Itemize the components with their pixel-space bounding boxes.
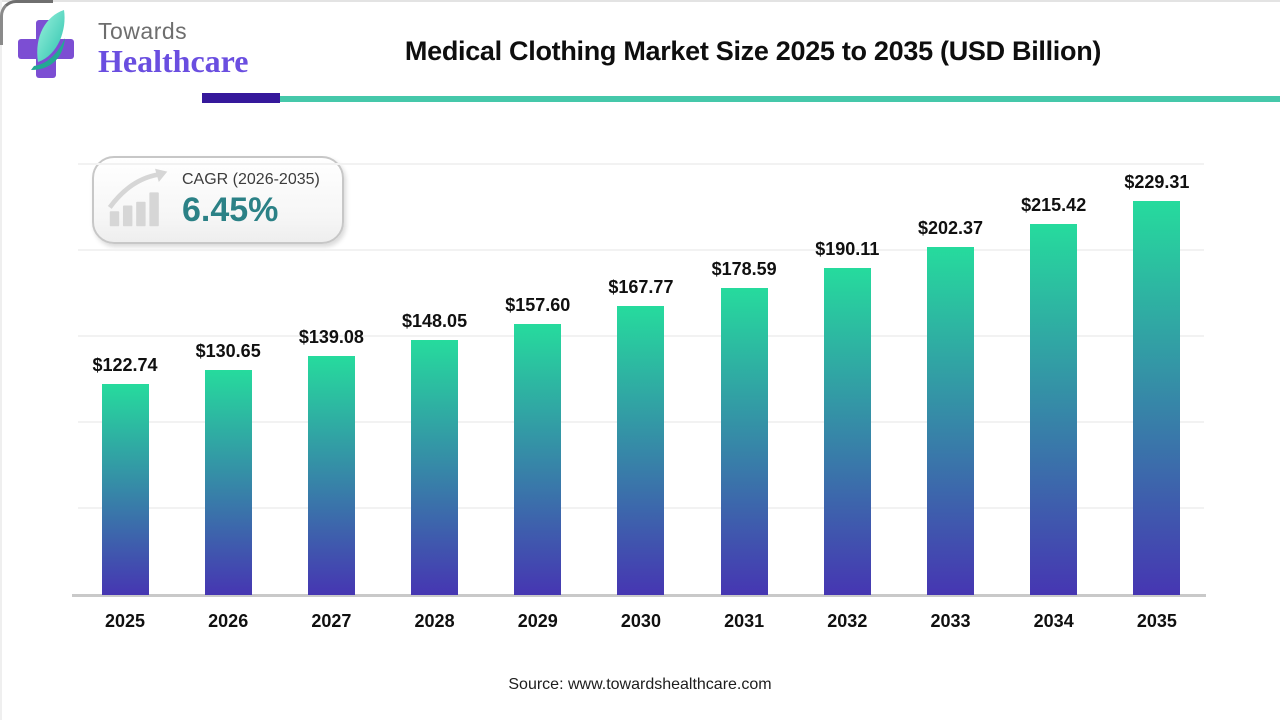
cagr-value: 6.45% xyxy=(182,190,279,229)
plot-area: $122.74 $130.65 $139.08 $148.05 $157.60 $167.… xyxy=(72,163,1206,597)
bar-column-2034: $215.42 xyxy=(1007,165,1101,595)
bar-2031 xyxy=(720,287,768,595)
x-axis-label-2025: 2025 xyxy=(104,611,146,631)
bar-2029 xyxy=(514,323,562,595)
bar-column-2035: $229.31 xyxy=(1110,165,1204,595)
gridline-200 xyxy=(78,249,1204,251)
bar-2035 xyxy=(1133,200,1181,595)
brand-logo-icon xyxy=(14,8,94,82)
bar-column-2026: $130.65 xyxy=(181,165,275,595)
value-label-2035: $229.31 xyxy=(1124,171,1190,192)
bar-chart: $122.74 $130.65 $139.08 $148.05 $157.60 $167.… xyxy=(72,163,1206,632)
x-axis-line xyxy=(72,594,1206,597)
brand-logo: Towards Healthcare xyxy=(14,8,248,82)
x-axis-label-2029: 2029 xyxy=(517,611,558,631)
bar-column-2025: $122.74 xyxy=(78,165,172,595)
value-label-2028: $148.05 xyxy=(402,311,468,332)
x-axis-labels: 2025 2026 2027 2028 2029 2030 2031 2032 2033 2034… xyxy=(78,611,1204,632)
value-label-2026: $130.65 xyxy=(195,341,261,362)
value-label-2025: $122.74 xyxy=(92,354,158,375)
page-title: Medical Clothing Market Size 2025 to 203… xyxy=(404,36,1102,66)
x-axis-label-2028: 2028 xyxy=(414,611,455,631)
bar-column-2029: $157.60 xyxy=(491,165,585,595)
gridline-250 xyxy=(78,163,1204,165)
x-axis-label-2031: 2031 xyxy=(724,611,765,631)
bar-column-2033: $202.37 xyxy=(904,165,998,595)
brand-name-line2: Healthcare xyxy=(98,43,249,79)
bar-column-2030: $167.77 xyxy=(594,165,688,595)
value-label-2030: $167.77 xyxy=(608,277,674,298)
value-label-2031: $178.59 xyxy=(711,258,777,279)
cagr-label: CAGR (2026-2035) xyxy=(182,170,320,188)
bar-column-2031: $178.59 xyxy=(697,165,791,595)
header-rule-teal xyxy=(280,96,1280,102)
bar-2027 xyxy=(307,355,355,595)
x-axis-label-2033: 2033 xyxy=(930,611,971,631)
header: Towards Healthcare Medical Clothing Mark… xyxy=(0,0,1280,110)
bar-2032 xyxy=(823,268,871,595)
bar-2033 xyxy=(927,246,974,595)
brand-name-line1: Towards xyxy=(98,18,188,44)
value-label-2027: $139.08 xyxy=(298,326,364,347)
x-axis-label-2035: 2035 xyxy=(1136,611,1177,631)
bar-2030 xyxy=(617,306,665,595)
header-rule-purple xyxy=(202,93,280,103)
bar-2028 xyxy=(411,340,459,595)
x-axis-label-2030: 2030 xyxy=(620,611,661,631)
value-label-2029: $157.60 xyxy=(505,294,571,315)
bar-column-2028: $148.05 xyxy=(388,165,482,595)
cagr-badge: CAGR (2026-2035) 6.45% xyxy=(92,156,344,244)
x-axis-label-2032: 2032 xyxy=(827,611,868,631)
cagr-text: CAGR (2026-2035) 6.45% xyxy=(182,171,320,230)
bar-column-2027: $139.08 xyxy=(284,165,378,595)
bar-2025 xyxy=(101,383,149,595)
bar-2034 xyxy=(1030,224,1078,595)
x-axis-label-2034: 2034 xyxy=(1033,611,1074,631)
bar-2026 xyxy=(204,370,252,595)
value-label-2034: $215.42 xyxy=(1021,195,1087,216)
x-axis-label-2027: 2027 xyxy=(311,611,352,631)
brand-logo-text: Towards Healthcare xyxy=(98,8,249,79)
value-label-2032: $190.11 xyxy=(815,239,880,260)
x-axis-label-2026: 2026 xyxy=(208,611,249,631)
value-label-2033: $202.37 xyxy=(917,217,984,238)
window-corner xyxy=(0,0,53,45)
source-note: Source: www.towardshealthcare.com xyxy=(508,676,772,693)
bars-container: $122.74 $130.65 $139.08 $148.05 $157.60 $167.… xyxy=(78,165,1204,595)
bar-column-2032: $190.11 xyxy=(800,165,894,595)
page-top-edge xyxy=(0,0,1280,2)
growth-chart-icon xyxy=(106,167,172,234)
page-left-edge xyxy=(0,0,2,720)
